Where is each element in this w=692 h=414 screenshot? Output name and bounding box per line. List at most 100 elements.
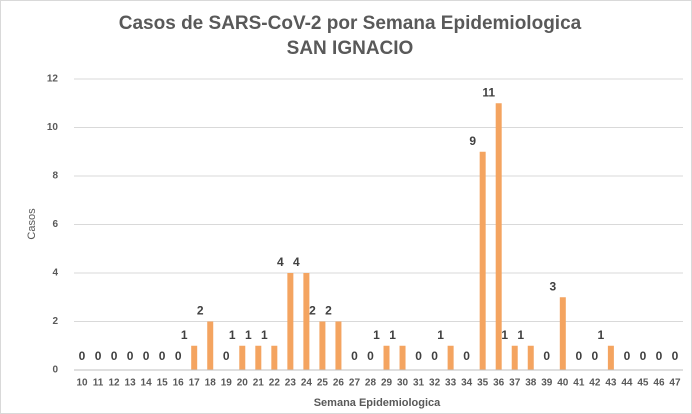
x-tick-label: 43	[605, 378, 617, 389]
x-tick-label: 16	[173, 378, 185, 389]
x-tick-label: 33	[445, 378, 457, 389]
value-label: 0	[159, 349, 166, 363]
value-label: 0	[431, 349, 438, 363]
value-label: 2	[325, 304, 332, 318]
x-tick-label: 21	[253, 378, 265, 389]
value-label: 0	[351, 349, 358, 363]
x-tick-label: 44	[621, 378, 633, 389]
value-label: 1	[501, 328, 508, 342]
x-tick-label: 42	[589, 378, 601, 389]
bar	[607, 345, 614, 370]
value-label: 1	[245, 328, 252, 342]
x-axis-title: Semana Epidemiologica	[314, 397, 441, 409]
value-label: 0	[143, 349, 150, 363]
value-label: 0	[95, 349, 102, 363]
bar	[527, 345, 534, 370]
x-tick-label: 32	[429, 378, 441, 389]
value-label: 3	[549, 279, 556, 293]
x-tick-label: 18	[205, 378, 217, 389]
chart-subtitle: SAN IGNACIO	[287, 38, 414, 59]
y-tick-label: 0	[52, 365, 58, 376]
x-tick-label: 17	[189, 378, 201, 389]
x-tick-label: 27	[349, 378, 361, 389]
y-tick-label: 2	[52, 316, 58, 327]
y-tick-label: 12	[47, 74, 59, 85]
value-label: 0	[463, 349, 470, 363]
x-tick-label: 25	[317, 378, 329, 389]
bar	[239, 345, 246, 370]
value-label: 1	[181, 328, 188, 342]
bar	[495, 103, 502, 370]
x-tick-label: 34	[461, 378, 473, 389]
value-label: 1	[437, 328, 444, 342]
value-label: 4	[293, 255, 300, 269]
x-tick-label: 45	[637, 378, 649, 389]
x-tick-label: 10	[76, 378, 88, 389]
value-label: 4	[277, 255, 284, 269]
x-tick-label: 30	[397, 378, 409, 389]
value-label: 0	[127, 349, 134, 363]
chart-title: Casos de SARS-CoV-2 por Semana Epidemiol…	[119, 13, 582, 34]
value-label: 0	[592, 349, 599, 363]
value-label: 0	[672, 349, 679, 363]
value-label: 0	[175, 349, 182, 363]
x-tick-label: 36	[493, 378, 505, 389]
value-label: 0	[111, 349, 118, 363]
value-label: 1	[389, 328, 396, 342]
bar	[559, 297, 566, 370]
x-tick-label: 20	[237, 378, 249, 389]
bar	[447, 345, 454, 370]
value-label: 0	[575, 349, 582, 363]
x-tick-label: 19	[221, 378, 233, 389]
x-tick-label: 22	[269, 378, 281, 389]
x-tick-label: 39	[541, 378, 553, 389]
value-label: 1	[517, 328, 524, 342]
x-tick-label: 37	[509, 378, 521, 389]
bar	[383, 345, 390, 370]
x-tick-label: 26	[333, 378, 345, 389]
x-tick-label: 13	[125, 378, 137, 389]
x-tick-label: 46	[653, 378, 665, 389]
x-tick-label: 47	[669, 378, 681, 389]
value-label: 2	[197, 304, 204, 318]
x-tick-label: 40	[557, 378, 569, 389]
value-label: 0	[367, 349, 374, 363]
x-tick-label: 14	[141, 378, 153, 389]
x-tick-label: 41	[573, 378, 585, 389]
bar	[255, 345, 262, 370]
y-tick-label: 6	[52, 219, 58, 230]
bar	[207, 321, 214, 370]
x-tick-label: 31	[413, 378, 425, 389]
value-label: 2	[309, 304, 316, 318]
y-tick-label: 10	[47, 122, 59, 133]
bar	[303, 273, 310, 370]
value-label: 0	[543, 349, 550, 363]
x-tick-label: 24	[301, 378, 313, 389]
value-label: 0	[79, 349, 86, 363]
x-tick-label: 29	[381, 378, 393, 389]
value-label: 1	[373, 328, 380, 342]
bar	[271, 345, 278, 370]
x-tick-label: 23	[285, 378, 297, 389]
value-label: 1	[598, 328, 605, 342]
value-label: 1	[229, 328, 236, 342]
bar	[399, 345, 406, 370]
value-label: 0	[415, 349, 422, 363]
value-label: 0	[656, 349, 663, 363]
value-label: 9	[469, 134, 476, 148]
bar	[287, 273, 294, 370]
x-tick-label: 35	[477, 378, 489, 389]
y-tick-label: 8	[52, 171, 58, 182]
value-label: 0	[223, 349, 230, 363]
bar	[319, 321, 326, 370]
y-axis-title: Casos	[26, 208, 38, 240]
x-tick-label: 11	[93, 378, 104, 389]
bar	[511, 345, 518, 370]
value-label: 0	[624, 349, 631, 363]
x-tick-label: 12	[109, 378, 121, 389]
x-tick-label: 15	[157, 378, 169, 389]
bar	[479, 151, 486, 370]
value-label: 11	[482, 85, 495, 99]
value-label: 0	[640, 349, 647, 363]
